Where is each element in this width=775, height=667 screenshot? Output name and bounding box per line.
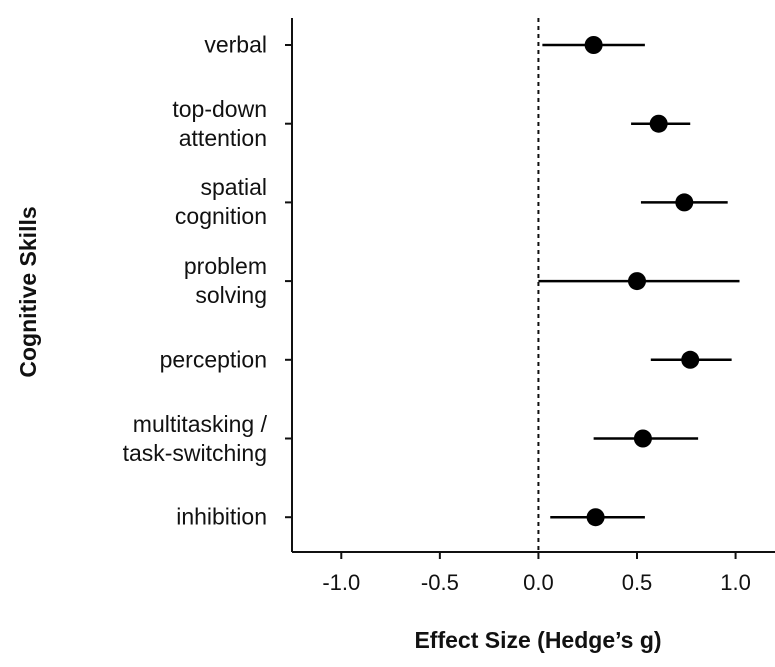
x-tick-label: -0.5 [421, 570, 459, 595]
point [628, 272, 646, 291]
x-tick-label: 1.0 [720, 570, 751, 595]
point [675, 193, 694, 212]
point [681, 350, 700, 369]
y-tick-label: inhibition [176, 503, 267, 530]
y-tick-label: verbal [204, 31, 267, 58]
y-tick-label: spatial cognition [174, 174, 267, 230]
x-tick-label: 0.5 [622, 570, 653, 595]
y-tick-label: multitasking / task-switching [122, 410, 267, 466]
point [633, 429, 652, 448]
point [586, 508, 605, 527]
x-tick-label: -1.0 [322, 570, 360, 595]
y-axis-title: Cognitive Skills [15, 206, 41, 377]
point [584, 36, 603, 54]
y-tick-label: top-down attention [172, 95, 267, 151]
y-tick-label: perception [159, 346, 267, 373]
x-axis-title: Effect Size (Hedge’s g) [414, 627, 661, 653]
x-tick-label: 0.0 [523, 570, 554, 595]
point [649, 114, 668, 133]
y-tick-label: problem solving [183, 253, 267, 309]
